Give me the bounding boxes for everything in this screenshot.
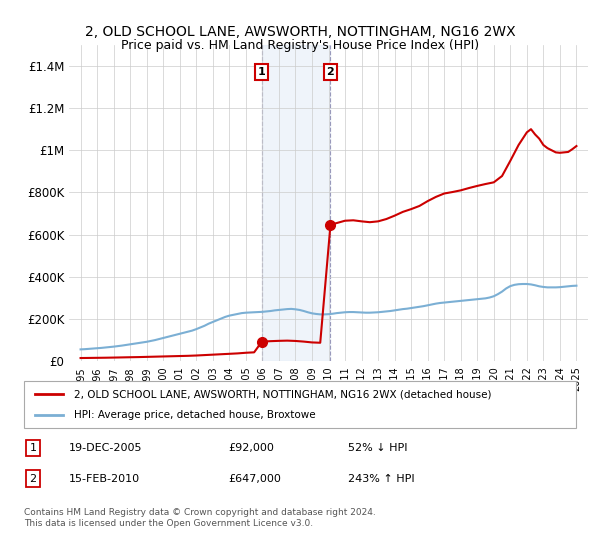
Text: 19-DEC-2005: 19-DEC-2005 — [69, 443, 143, 453]
Text: Price paid vs. HM Land Registry's House Price Index (HPI): Price paid vs. HM Land Registry's House … — [121, 39, 479, 52]
Text: £92,000: £92,000 — [228, 443, 274, 453]
Text: HPI: Average price, detached house, Broxtowe: HPI: Average price, detached house, Brox… — [74, 410, 316, 420]
Text: 2: 2 — [326, 67, 334, 77]
Text: 243% ↑ HPI: 243% ↑ HPI — [348, 474, 415, 484]
Text: £647,000: £647,000 — [228, 474, 281, 484]
Text: 2, OLD SCHOOL LANE, AWSWORTH, NOTTINGHAM, NG16 2WX (detached house): 2, OLD SCHOOL LANE, AWSWORTH, NOTTINGHAM… — [74, 389, 491, 399]
Bar — [262, 45, 331, 361]
Text: 15-FEB-2010: 15-FEB-2010 — [69, 474, 140, 484]
Text: 52% ↓ HPI: 52% ↓ HPI — [348, 443, 407, 453]
Text: 1: 1 — [29, 443, 37, 453]
Text: 2, OLD SCHOOL LANE, AWSWORTH, NOTTINGHAM, NG16 2WX: 2, OLD SCHOOL LANE, AWSWORTH, NOTTINGHAM… — [85, 25, 515, 39]
Text: 1: 1 — [258, 67, 266, 77]
Text: 2: 2 — [29, 474, 37, 484]
Text: Contains HM Land Registry data © Crown copyright and database right 2024.
This d: Contains HM Land Registry data © Crown c… — [24, 508, 376, 528]
